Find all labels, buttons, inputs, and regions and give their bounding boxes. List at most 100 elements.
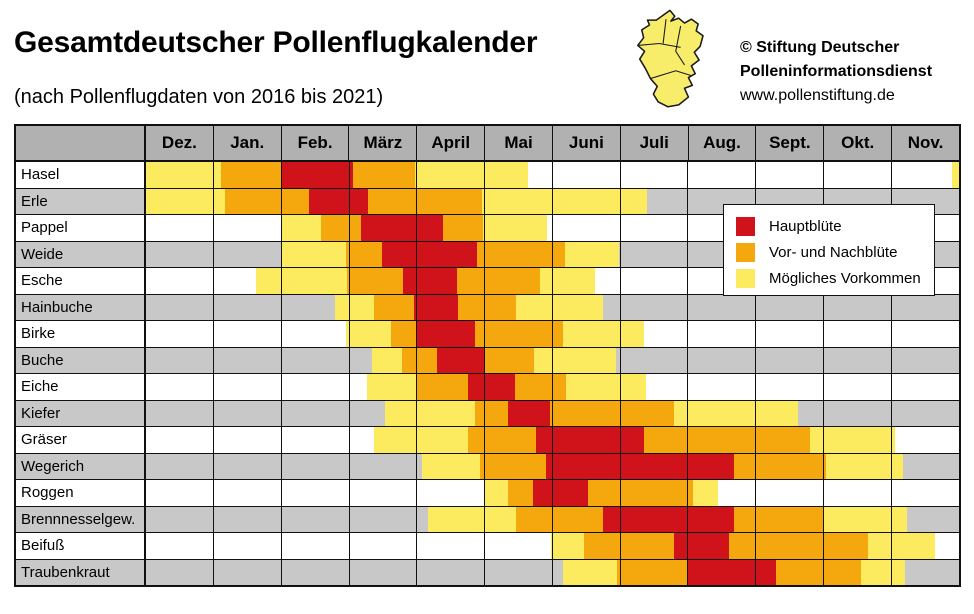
row-label: Wegerich xyxy=(16,453,146,479)
month-gridline xyxy=(619,347,621,373)
pollen-segment-main xyxy=(416,321,476,347)
calendar-row-birke: Birke xyxy=(16,321,959,348)
calendar-row-brennnesselgew.: Brennnesselgew. xyxy=(16,506,959,533)
month-gridline xyxy=(619,374,621,400)
month-gridline xyxy=(687,559,689,585)
month-gridline xyxy=(484,506,486,532)
pollen-track xyxy=(146,215,959,241)
month-gridline xyxy=(213,347,215,373)
pollen-segment-possible xyxy=(551,533,585,559)
legend-box: Hauptblüte Vor- und Nachblüte Mögliches … xyxy=(723,204,935,296)
month-gridline xyxy=(687,347,689,373)
month-gridline xyxy=(348,294,350,320)
month-gridline xyxy=(348,559,350,585)
month-header-7: Juni xyxy=(551,126,620,160)
pollen-track xyxy=(146,427,959,453)
pollen-segment-main xyxy=(468,374,515,400)
month-gridline xyxy=(484,241,486,267)
month-gridline xyxy=(823,559,824,585)
pollen-segment-pre xyxy=(345,241,383,267)
month-gridline xyxy=(619,400,621,426)
pollen-segment-possible xyxy=(146,188,226,214)
month-gridline xyxy=(484,268,486,294)
month-gridline xyxy=(823,400,824,426)
month-gridline xyxy=(416,294,418,320)
pollen-segment-pre xyxy=(734,453,826,479)
pollen-segment-main xyxy=(403,268,457,294)
website-url: www.pollenstiftung.de xyxy=(740,87,895,104)
pollen-track xyxy=(146,188,959,214)
pollen-segment-pre xyxy=(373,294,414,320)
germany-map-icon xyxy=(630,8,704,116)
month-gridline xyxy=(755,427,757,453)
month-gridline xyxy=(484,559,486,585)
month-gridline xyxy=(348,374,350,400)
month-gridline xyxy=(280,294,282,320)
month-gridline xyxy=(552,188,553,214)
row-label: Weide xyxy=(16,241,146,267)
month-gridline xyxy=(687,427,689,453)
pollen-track xyxy=(146,347,959,373)
month-gridline xyxy=(890,427,892,453)
month-gridline xyxy=(280,241,282,267)
row-label: Esche xyxy=(16,268,146,294)
month-header-row: Dez. Jan. Feb. März April Mai Juni Juli Aug. Sept… xyxy=(16,126,959,162)
month-header-11: Okt. xyxy=(823,126,891,160)
month-gridline xyxy=(280,374,282,400)
calendar-row-buche: Buche xyxy=(16,347,959,374)
row-label: Erle xyxy=(16,188,146,214)
month-gridline xyxy=(619,506,621,532)
pollen-segment-possible xyxy=(564,241,619,267)
pollen-segment-main xyxy=(413,294,459,320)
month-gridline xyxy=(552,533,553,559)
month-gridline xyxy=(348,241,350,267)
month-gridline xyxy=(619,427,621,453)
month-gridline xyxy=(484,188,486,214)
month-gridline xyxy=(823,162,824,188)
pollen-segment-pre xyxy=(220,162,282,188)
pollen-segment-possible xyxy=(371,347,403,373)
month-gridline xyxy=(890,188,892,214)
month-header-4: März xyxy=(348,126,416,160)
month-gridline xyxy=(823,374,824,400)
row-label: Pappel xyxy=(16,215,146,241)
calendar-row-hasel: Hasel xyxy=(16,162,959,189)
month-gridline xyxy=(280,188,282,214)
month-gridline xyxy=(823,321,824,347)
month-gridline xyxy=(619,559,621,585)
pollen-track xyxy=(146,162,959,188)
month-gridline xyxy=(687,533,689,559)
pollen-segment-main xyxy=(545,453,735,479)
month-gridline xyxy=(755,374,757,400)
month-gridline xyxy=(213,268,215,294)
pollen-segment-possible xyxy=(539,268,595,294)
month-gridline xyxy=(416,241,418,267)
row-label: Kiefer xyxy=(16,400,146,426)
month-gridline xyxy=(484,374,486,400)
pollen-segment-possible xyxy=(822,506,907,532)
month-gridline xyxy=(552,427,553,453)
month-gridline xyxy=(823,347,824,373)
month-gridline xyxy=(755,480,757,506)
calendar-row-roggen: Roggen xyxy=(16,480,959,507)
month-gridline xyxy=(619,480,621,506)
pollen-segment-possible xyxy=(868,533,935,559)
month-gridline xyxy=(552,268,553,294)
pollen-segment-pre xyxy=(484,347,534,373)
pollen-segment-pre xyxy=(225,188,309,214)
pollen-segment-possible xyxy=(385,400,476,426)
pollen-segment-pre xyxy=(514,374,567,400)
orange-swatch-icon xyxy=(736,242,755,262)
month-gridline xyxy=(823,506,824,532)
month-gridline xyxy=(755,533,757,559)
pollen-track xyxy=(146,241,959,267)
month-gridline xyxy=(755,453,757,479)
pollen-segment-pre xyxy=(515,506,603,532)
pollen-segment-possible xyxy=(255,268,348,294)
month-gridline xyxy=(687,188,689,214)
pollen-track xyxy=(146,374,959,400)
month-gridline xyxy=(280,533,282,559)
calendar-row-traubenkraut: Traubenkraut xyxy=(16,559,959,585)
month-gridline xyxy=(484,294,486,320)
pollen-segment-possible xyxy=(146,162,221,188)
